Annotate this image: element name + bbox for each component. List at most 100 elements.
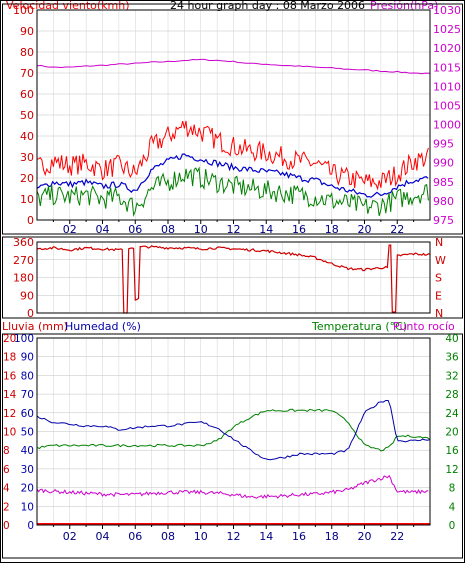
y-right-tick-label: 1025 bbox=[433, 23, 461, 36]
temperature-tick-label: 4 bbox=[449, 501, 456, 513]
x-tick-label: 22 bbox=[390, 530, 404, 543]
x-tick-label: 14 bbox=[259, 223, 273, 236]
series-wind-min bbox=[36, 166, 429, 218]
y-left-tick-label: 70 bbox=[20, 67, 34, 80]
y-left-tick-label: 90 bbox=[20, 25, 34, 38]
x-tick-label: 16 bbox=[292, 530, 306, 543]
panel-box bbox=[2, 333, 463, 559]
temperature-tick-label: 12 bbox=[445, 464, 458, 476]
y-left-tick-label: 10 bbox=[20, 193, 34, 206]
x-tick-label: 10 bbox=[194, 530, 208, 543]
x-tick-label: 04 bbox=[96, 223, 110, 236]
temperature-tick-label: 32 bbox=[445, 370, 458, 382]
rain-tick-label: 0 bbox=[3, 520, 10, 532]
humidity-tick-label: 50 bbox=[21, 427, 34, 439]
y-right-tick-label: 985 bbox=[433, 176, 454, 189]
dewpoint-axis-label: Punto rocío bbox=[393, 320, 455, 333]
rain-tick-label: 12 bbox=[3, 408, 16, 420]
x-tick-label: 20 bbox=[358, 223, 372, 236]
x-tick-label: 10 bbox=[194, 223, 208, 236]
x-tick-label: 14 bbox=[259, 530, 273, 543]
x-tick-label: 12 bbox=[227, 530, 241, 543]
humidity-tick-label: 80 bbox=[21, 370, 34, 382]
chart-title: 24 hour graph day : 08 Marzo 2006 bbox=[170, 0, 366, 12]
series-pressure bbox=[36, 58, 431, 75]
pressure-label: Presión(hPa) bbox=[370, 0, 439, 12]
direction-tick-label: 90 bbox=[20, 289, 34, 302]
rain-tick-label: 16 bbox=[3, 370, 17, 382]
rain-tick-label: 8 bbox=[3, 445, 10, 457]
temperature-tick-label: 24 bbox=[445, 408, 459, 420]
humidity-tick-label: 40 bbox=[21, 445, 34, 457]
compass-label: S bbox=[435, 272, 442, 285]
temperature-tick-label: 0 bbox=[449, 520, 456, 532]
panel-box bbox=[2, 236, 463, 319]
y-right-tick-label: 1005 bbox=[433, 99, 461, 112]
y-left-tick-label: 100 bbox=[13, 4, 34, 17]
y-left-tick-label: 30 bbox=[20, 151, 34, 164]
compass-label: W bbox=[435, 254, 446, 267]
humidity-tick-label: 70 bbox=[21, 389, 34, 401]
y-right-tick-label: 1020 bbox=[433, 42, 461, 55]
x-tick-label: 20 bbox=[358, 530, 372, 543]
y-left-tick-label: 40 bbox=[20, 130, 34, 143]
humidity-tick-label: 100 bbox=[14, 333, 34, 345]
x-tick-label: 12 bbox=[227, 223, 241, 236]
rain-tick-label: 14 bbox=[3, 389, 17, 401]
y-right-tick-label: 1010 bbox=[433, 80, 461, 93]
x-tick-label: 18 bbox=[325, 530, 339, 543]
rain-tick-label: 18 bbox=[3, 352, 16, 364]
y-right-tick-label: 1030 bbox=[433, 4, 461, 17]
panel-box bbox=[2, 3, 463, 235]
x-tick-label: 08 bbox=[161, 223, 175, 236]
rain-tick-label: 6 bbox=[3, 464, 10, 476]
direction-tick-label: 0 bbox=[27, 307, 34, 320]
series-wind-avg bbox=[36, 153, 429, 198]
series-dewpoint bbox=[36, 474, 429, 499]
humidity-tick-label: 0 bbox=[27, 520, 34, 532]
x-tick-label: 22 bbox=[390, 223, 404, 236]
rain-tick-label: 4 bbox=[3, 483, 10, 495]
temperature-tick-label: 40 bbox=[445, 333, 458, 345]
series-humidity bbox=[36, 400, 431, 461]
series-wind-direction bbox=[36, 244, 431, 314]
y-left-tick-label: 20 bbox=[20, 172, 34, 185]
y-left-tick-label: 50 bbox=[20, 109, 34, 122]
humidity-tick-label: 20 bbox=[21, 483, 34, 495]
direction-tick-label: 180 bbox=[13, 272, 34, 285]
temperature-tick-label: 36 bbox=[445, 352, 459, 364]
y-right-tick-label: 980 bbox=[433, 195, 454, 208]
y-right-tick-label: 1015 bbox=[433, 61, 461, 74]
x-tick-label: 02 bbox=[63, 530, 77, 543]
y-left-tick-label: 80 bbox=[20, 46, 34, 59]
humidity-axis-label: Humedad (%) bbox=[65, 320, 141, 333]
temperature-tick-label: 20 bbox=[445, 427, 458, 439]
compass-label: N bbox=[435, 236, 443, 249]
compass-label: N bbox=[435, 307, 443, 320]
series-temperature bbox=[36, 408, 431, 452]
plot-frame bbox=[36, 241, 431, 314]
direction-tick-label: 270 bbox=[13, 254, 34, 267]
temperature-tick-label: 8 bbox=[449, 483, 456, 495]
humidity-tick-label: 30 bbox=[21, 464, 34, 476]
humidity-tick-label: 60 bbox=[21, 408, 34, 420]
temperature-tick-label: 16 bbox=[445, 445, 459, 457]
x-tick-label: 06 bbox=[128, 530, 142, 543]
compass-label: E bbox=[435, 289, 442, 302]
x-tick-label: 08 bbox=[161, 530, 175, 543]
y-right-tick-label: 975 bbox=[433, 214, 454, 227]
rain-tick-label: 10 bbox=[3, 427, 16, 439]
x-tick-label: 04 bbox=[96, 530, 110, 543]
y-left-tick-label: 60 bbox=[20, 88, 34, 101]
rain-tick-label: 20 bbox=[3, 333, 16, 345]
x-tick-label: 18 bbox=[325, 223, 339, 236]
x-tick-label: 16 bbox=[292, 223, 306, 236]
wind-speed-label: Velocidad viento(kmh) bbox=[6, 0, 130, 12]
rain-axis-label: Lluvia (mm) bbox=[2, 320, 68, 333]
rain-tick-label: 2 bbox=[3, 501, 10, 513]
direction-tick-label: 360 bbox=[13, 236, 34, 249]
temperature-tick-label: 28 bbox=[445, 389, 458, 401]
